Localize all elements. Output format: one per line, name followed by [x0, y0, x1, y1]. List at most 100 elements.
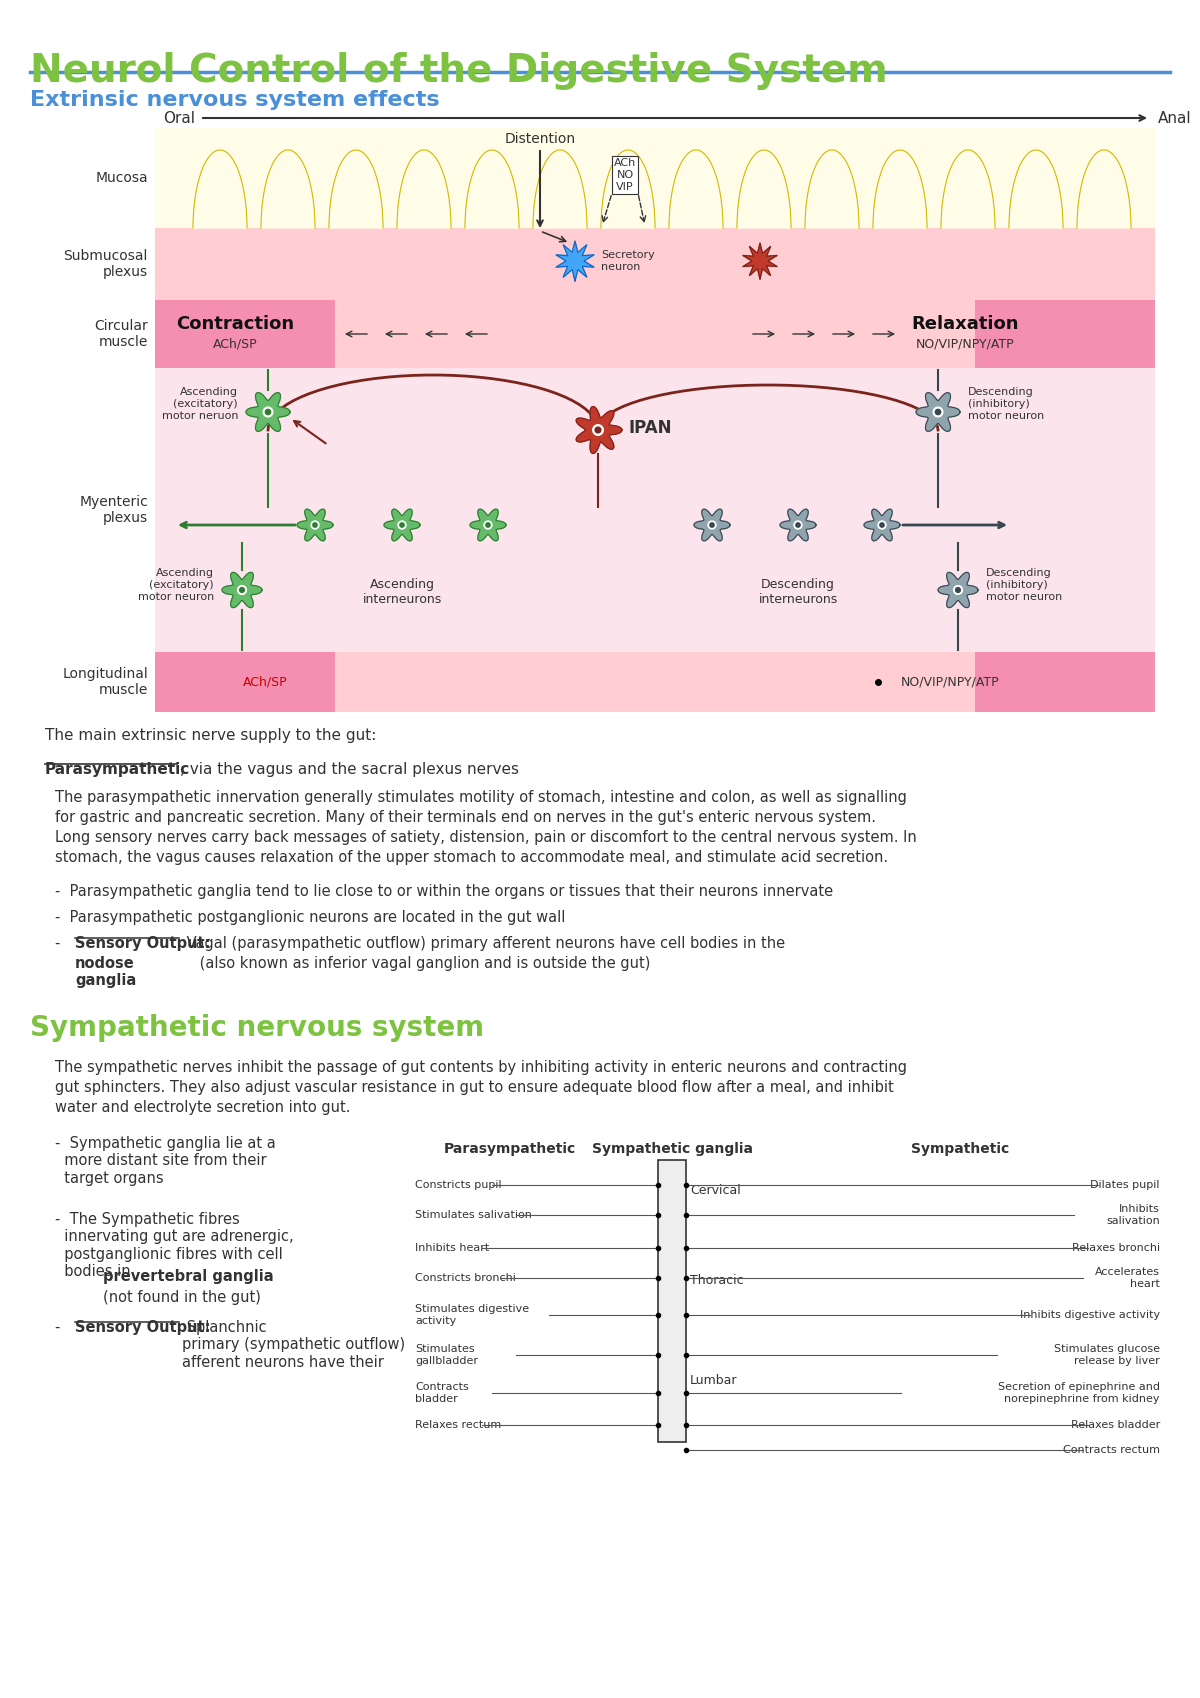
Text: -: - — [55, 936, 70, 951]
Polygon shape — [466, 149, 520, 228]
Circle shape — [710, 523, 714, 526]
Text: NO/VIP/NPY/ATP: NO/VIP/NPY/ATP — [916, 338, 1014, 350]
Polygon shape — [222, 572, 262, 608]
Text: -  The Sympathetic fibres
  innervating gut are adrenergic,
  postganglionic fib: - The Sympathetic fibres innervating gut… — [55, 1212, 294, 1279]
Text: Contraction: Contraction — [176, 316, 294, 333]
Text: for gastric and pancreatic secretion. Many of their terminals end on nerves in t: for gastric and pancreatic secretion. Ma… — [55, 810, 876, 825]
Text: Ascending
interneurons: Ascending interneurons — [362, 577, 442, 606]
Text: Long sensory nerves carry back messages of satiety, distension, pain or discomfo: Long sensory nerves carry back messages … — [55, 830, 917, 846]
Polygon shape — [601, 149, 655, 228]
Circle shape — [265, 409, 271, 414]
Text: Stimulates
gallbladder: Stimulates gallbladder — [415, 1345, 478, 1365]
Text: Neurol Control of the Digestive System: Neurol Control of the Digestive System — [30, 53, 888, 90]
Text: Constricts pupil: Constricts pupil — [415, 1180, 502, 1190]
Bar — [335, 301, 974, 368]
Circle shape — [878, 521, 886, 530]
Text: Sensory Output:: Sensory Output: — [74, 1319, 210, 1335]
Text: Extrinsic nervous system effects: Extrinsic nervous system effects — [30, 90, 439, 110]
Text: Distention: Distention — [504, 132, 576, 146]
Text: Ascending
(excitatory)
motor neuron: Ascending (excitatory) motor neuron — [138, 569, 214, 601]
Text: -  Sympathetic ganglia lie at a
  more distant site from their
  target organs: - Sympathetic ganglia lie at a more dist… — [55, 1136, 276, 1185]
Text: Lumbar: Lumbar — [690, 1374, 738, 1387]
Text: Relaxes rectum: Relaxes rectum — [415, 1420, 502, 1430]
Text: ACh/SP: ACh/SP — [242, 676, 287, 688]
Text: Secretory
neuron: Secretory neuron — [601, 250, 655, 272]
Text: Sensory Output:: Sensory Output: — [74, 936, 210, 951]
Text: prevertebral ganglia: prevertebral ganglia — [103, 1268, 274, 1284]
Text: Relaxes bronchi: Relaxes bronchi — [1072, 1243, 1160, 1253]
Circle shape — [796, 523, 800, 526]
Text: The sympathetic nerves inhibit the passage of gut contents by inhibiting activit: The sympathetic nerves inhibit the passa… — [55, 1060, 907, 1075]
Bar — [155, 301, 1154, 368]
Text: Mucosa: Mucosa — [95, 171, 148, 185]
Circle shape — [484, 521, 492, 530]
Text: (not found in the gut): (not found in the gut) — [103, 1290, 260, 1306]
Text: Dilates pupil: Dilates pupil — [1091, 1180, 1160, 1190]
Text: Sympathetic: Sympathetic — [911, 1143, 1009, 1156]
Text: nodose
ganglia: nodose ganglia — [74, 956, 137, 988]
Circle shape — [880, 523, 884, 526]
Text: Descending
interneurons: Descending interneurons — [758, 577, 838, 606]
Circle shape — [954, 586, 962, 594]
Polygon shape — [670, 149, 722, 228]
Text: Longitudinal
muscle: Longitudinal muscle — [62, 667, 148, 698]
Text: Inhibits digestive activity: Inhibits digestive activity — [1020, 1309, 1160, 1319]
Text: ACh
NO
VIP: ACh NO VIP — [614, 158, 636, 192]
Text: -  Parasympathetic postganglionic neurons are located in the gut wall: - Parasympathetic postganglionic neurons… — [55, 910, 565, 925]
Circle shape — [595, 428, 601, 433]
Polygon shape — [1078, 149, 1132, 228]
Bar — [155, 368, 1154, 652]
Circle shape — [593, 424, 604, 435]
Text: Stimulates salivation: Stimulates salivation — [415, 1211, 532, 1219]
Circle shape — [238, 586, 246, 594]
Text: ACh/SP: ACh/SP — [212, 338, 257, 350]
Text: Accelerates
heart: Accelerates heart — [1096, 1267, 1160, 1289]
Text: Cervical: Cervical — [690, 1184, 740, 1197]
Polygon shape — [329, 149, 383, 228]
Text: IPAN: IPAN — [628, 419, 672, 436]
Circle shape — [240, 588, 245, 593]
Text: Circular
muscle: Circular muscle — [95, 319, 148, 350]
Polygon shape — [397, 149, 451, 228]
Text: Constricts bronchi: Constricts bronchi — [415, 1274, 516, 1284]
Text: Ascending
(excitatory)
motor neruon: Ascending (excitatory) motor neruon — [162, 387, 238, 421]
Polygon shape — [737, 149, 791, 228]
Text: Relaxation: Relaxation — [911, 316, 1019, 333]
Polygon shape — [1009, 149, 1063, 228]
Text: Sympathetic nervous system: Sympathetic nervous system — [30, 1014, 484, 1043]
Text: Anal: Anal — [1158, 110, 1192, 126]
Circle shape — [398, 521, 406, 530]
Text: Relaxes bladder: Relaxes bladder — [1070, 1420, 1160, 1430]
Polygon shape — [556, 241, 594, 280]
Text: Splanchnic
primary (sympathetic outflow)
afferent neurons have their: Splanchnic primary (sympathetic outflow)… — [182, 1319, 406, 1370]
Bar — [335, 652, 974, 711]
Polygon shape — [193, 149, 247, 228]
Polygon shape — [470, 509, 506, 542]
Polygon shape — [533, 149, 587, 228]
Circle shape — [311, 521, 319, 530]
Text: The main extrinsic nerve supply to the gut:: The main extrinsic nerve supply to the g… — [46, 728, 377, 744]
Polygon shape — [941, 149, 995, 228]
Text: Stimulates digestive
activity: Stimulates digestive activity — [415, 1304, 529, 1326]
Text: Vagal (parasympathetic outflow) primary afferent neurons have cell bodies in the: Vagal (parasympathetic outflow) primary … — [182, 936, 790, 951]
Text: NO/VIP/NPY/ATP: NO/VIP/NPY/ATP — [901, 676, 1000, 688]
Text: Parasympathetic: Parasympathetic — [46, 762, 191, 778]
Text: Inhibits
salivation: Inhibits salivation — [1106, 1204, 1160, 1226]
Circle shape — [935, 409, 941, 414]
Bar — [155, 127, 1154, 228]
Polygon shape — [938, 572, 978, 608]
Text: gut sphincters. They also adjust vascular resistance in gut to ensure adequate b: gut sphincters. They also adjust vascula… — [55, 1080, 894, 1095]
Polygon shape — [298, 509, 334, 542]
Circle shape — [313, 523, 317, 526]
Text: Oral: Oral — [163, 110, 194, 126]
Circle shape — [400, 523, 404, 526]
Bar — [658, 1160, 686, 1442]
Text: Descending
(inhibitory)
motor neuron: Descending (inhibitory) motor neuron — [968, 387, 1044, 421]
Circle shape — [486, 523, 490, 526]
Text: -  Parasympathetic ganglia tend to lie close to or within the organs or tissues : - Parasympathetic ganglia tend to lie cl… — [55, 885, 833, 898]
Text: Parasympathetic: Parasympathetic — [444, 1143, 576, 1156]
Polygon shape — [864, 509, 900, 542]
Text: Contracts
bladder: Contracts bladder — [415, 1382, 469, 1404]
Polygon shape — [805, 149, 859, 228]
Circle shape — [955, 588, 960, 593]
